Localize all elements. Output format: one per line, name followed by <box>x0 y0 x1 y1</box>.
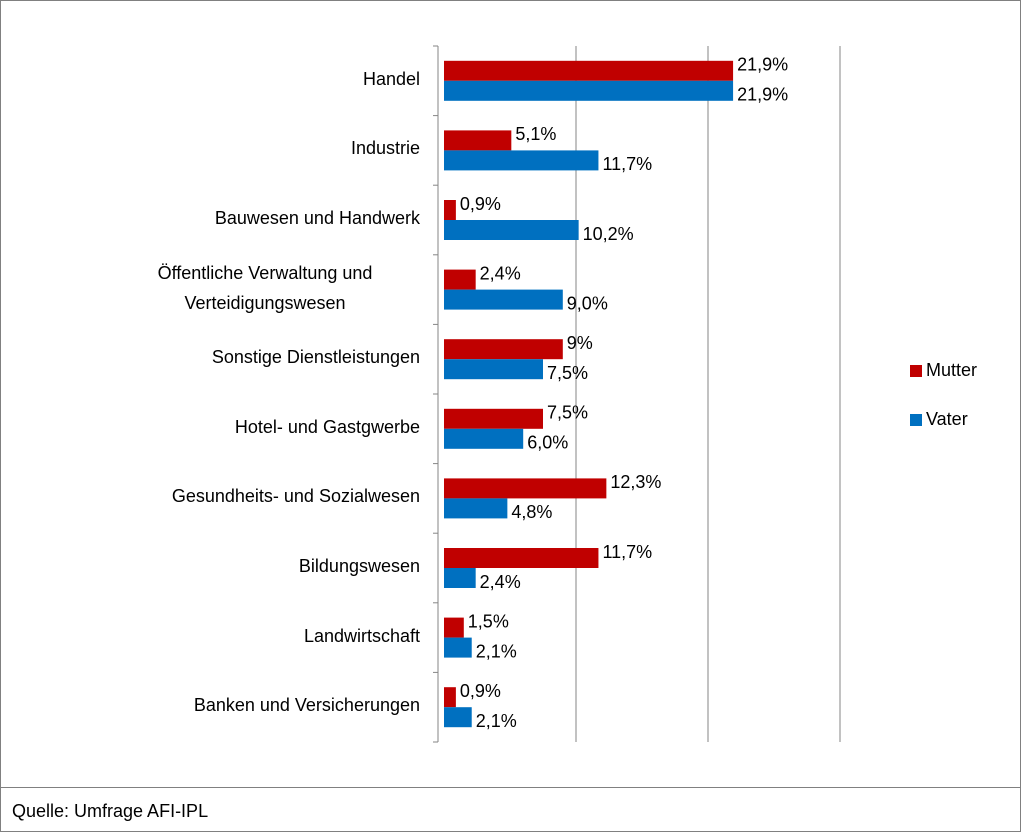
bar <box>444 408 543 429</box>
bar <box>444 707 472 728</box>
bar <box>444 60 734 81</box>
value-label: 5,1% <box>515 124 556 144</box>
category-label: Gesundheits- und Sozialwesen <box>171 486 420 507</box>
category-label: Handel <box>362 68 420 89</box>
bar <box>444 637 472 658</box>
bar <box>444 200 456 220</box>
bar <box>444 80 734 101</box>
value-label: 21,9% <box>737 85 788 105</box>
bar <box>444 428 524 449</box>
value-label: 11,7% <box>602 154 652 174</box>
category-label: Industrie <box>350 138 420 159</box>
value-label: 11,7% <box>602 542 652 562</box>
value-label: 12,3% <box>610 472 661 492</box>
bar <box>444 220 579 240</box>
bar <box>444 289 563 310</box>
value-label: 0,9% <box>460 681 501 701</box>
legend-label: Vater <box>926 409 968 429</box>
bar <box>444 548 599 568</box>
value-label: 6,0% <box>527 433 568 453</box>
category-label: Bauwesen und Handwerk <box>214 208 420 228</box>
category-label: Bildungswesen <box>298 556 420 576</box>
value-label: 2,4% <box>480 572 521 592</box>
value-label: 2,1% <box>476 641 517 661</box>
value-label: 2,4% <box>480 263 521 283</box>
value-label: 9% <box>567 333 593 353</box>
legend-swatch <box>910 365 922 377</box>
value-label: 9,0% <box>567 293 608 313</box>
value-label: 1,5% <box>468 611 509 631</box>
category-label: Banken und Versicherungen <box>193 695 420 716</box>
bar <box>444 687 456 708</box>
bar <box>444 478 607 499</box>
category-label: Landwirtschaft <box>303 625 420 646</box>
bar <box>444 150 599 171</box>
value-label: 21,9% <box>737 55 788 75</box>
bar <box>444 130 512 151</box>
bar <box>444 339 563 360</box>
bar <box>444 269 476 290</box>
value-label: 0,9% <box>460 194 501 214</box>
value-label: 2,1% <box>476 711 517 731</box>
value-label: 7,5% <box>547 403 588 423</box>
category-label: Hotel- und Gastgwerbe <box>234 416 420 437</box>
value-label: 4,8% <box>511 502 552 522</box>
value-label: 7,5% <box>547 363 588 383</box>
legend-swatch <box>910 414 922 426</box>
legend-label: Mutter <box>926 360 977 380</box>
bar <box>444 568 476 588</box>
source: Quelle: Umfrage AFI-IPL <box>12 801 208 821</box>
category-label: Sonstige Dienstleistungen <box>211 347 420 368</box>
bar <box>444 359 543 380</box>
bar <box>444 498 508 519</box>
bar <box>444 617 464 638</box>
value-label: 10,2% <box>583 224 634 244</box>
category-label: Öffentliche Verwaltung und Verteidigungs… <box>157 262 373 313</box>
